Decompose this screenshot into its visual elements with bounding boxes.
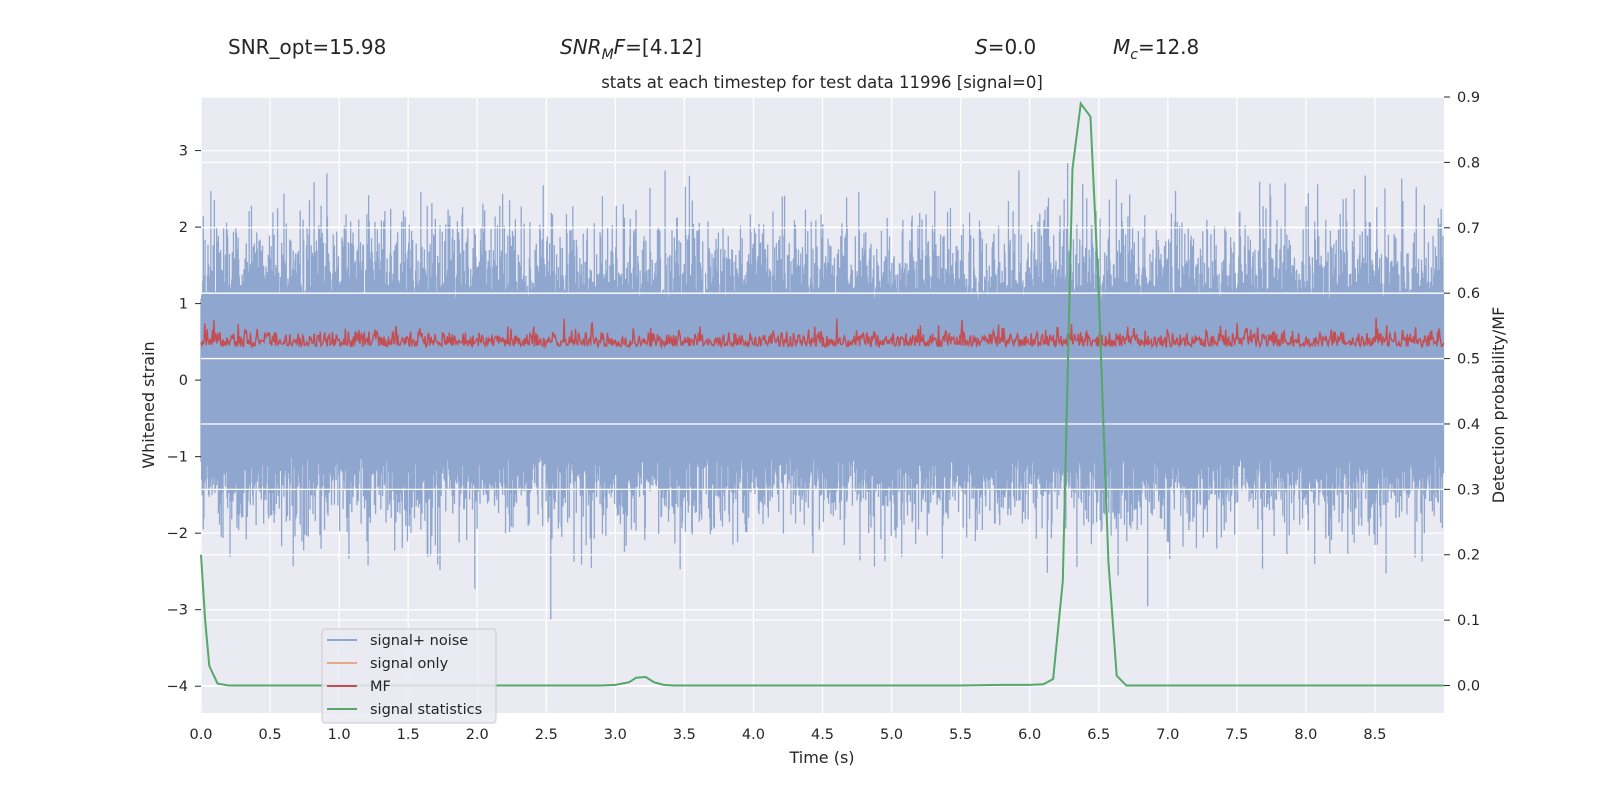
snr-mf-sub: M <box>602 47 614 63</box>
y-tick-label-left: −4 <box>167 679 188 695</box>
y-tick-label-right: 0.4 <box>1457 417 1480 433</box>
y-axis-label-left: Whitened strain <box>139 341 158 468</box>
y-tick-label-right: 0.0 <box>1457 679 1480 695</box>
y-tick-label-right: 0.5 <box>1457 352 1480 368</box>
legend-label-signal-statistics: signal statistics <box>370 702 482 718</box>
x-tick-label: 8.0 <box>1294 727 1317 743</box>
snr-mf-base: SNR <box>560 35 602 59</box>
y-tick-label-right: 0.6 <box>1457 286 1480 302</box>
chart-title: stats at each timestep for test data 119… <box>601 73 1043 92</box>
x-tick-label: 1.0 <box>328 727 351 743</box>
y-tick-label-right: 0.9 <box>1457 90 1480 106</box>
y-tick-label-left: 3 <box>179 144 188 160</box>
legend-box <box>321 628 497 724</box>
x-axis-label: Time (s) <box>788 748 854 767</box>
y-tick-label-left: 0 <box>179 373 188 389</box>
mc-sub: c <box>1130 47 1138 63</box>
x-tick-label: 6.0 <box>1018 727 1041 743</box>
s-symbol: S <box>975 35 988 59</box>
y-tick-label-right: 0.8 <box>1457 155 1480 171</box>
y-tick-label-right: 0.7 <box>1457 221 1480 237</box>
y-axis-ticks-right: 0.0 0.1 0.2 0.3 0.4 0.5 0.6 0.7 0.8 0.9 <box>1444 90 1480 695</box>
y-tick-label-left: −3 <box>167 603 188 619</box>
series-mf <box>200 96 1445 687</box>
x-tick-label: 8.5 <box>1363 727 1386 743</box>
x-axis-ticks: 0.0 0.5 1.0 1.5 2.0 2.5 3.0 3.5 4.0 4.5 5.0 5.5 6.0 6… <box>189 727 1386 743</box>
x-tick-label: 3.0 <box>604 727 627 743</box>
snr-opt-label: SNR_opt=15.98 <box>228 35 386 59</box>
legend: signal+ noise signal only MF signal stat… <box>321 628 497 724</box>
x-tick-label: 2.0 <box>466 727 489 743</box>
mc-value: =12.8 <box>1138 35 1199 59</box>
x-tick-label: 5.5 <box>949 727 972 743</box>
y-tick-label-right: 0.2 <box>1457 548 1480 564</box>
s-label: S=0.0 <box>975 35 1036 59</box>
snr-mf-f: F <box>614 35 626 59</box>
y-tick-label-left: −2 <box>167 526 188 542</box>
y-tick-label-left: −1 <box>167 450 188 466</box>
y-tick-label-right: 0.1 <box>1457 613 1480 629</box>
y-tick-label-left: 1 <box>179 297 188 313</box>
legend-label-signal-only: signal only <box>370 656 449 672</box>
x-tick-label: 0.5 <box>259 727 282 743</box>
x-tick-label: 7.5 <box>1225 727 1248 743</box>
mc-label: Mc=12.8 <box>1113 35 1199 63</box>
x-tick-label: 7.0 <box>1156 727 1179 743</box>
x-tick-label: 0.0 <box>189 727 212 743</box>
legend-label-signal-noise: signal+ noise <box>370 633 468 649</box>
mc-symbol: M <box>1113 35 1130 59</box>
y-axis-label-right: Detection probability/MF <box>1489 307 1508 504</box>
x-tick-label: 4.0 <box>742 727 765 743</box>
snr-mf-value: =[4.12] <box>625 35 702 59</box>
header-annotations: SNR_opt=15.98 SNRMF=[4.12] S=0.0 Mc=12.8 <box>228 35 1199 63</box>
x-tick-label: 1.5 <box>397 727 420 743</box>
y-axis-ticks-left: −4 −3 −2 −1 0 1 2 3 <box>167 144 201 695</box>
s-value: =0.0 <box>988 35 1037 59</box>
series-line-mf <box>200 317 1445 350</box>
snr-mf-label: SNRMF=[4.12] <box>560 35 702 63</box>
y-tick-label-right: 0.3 <box>1457 482 1480 498</box>
x-tick-label: 2.5 <box>535 727 558 743</box>
x-tick-label: 5.0 <box>880 727 903 743</box>
x-tick-label: 3.5 <box>673 727 696 743</box>
legend-label-mf: MF <box>370 679 391 695</box>
y-tick-label-left: 2 <box>179 220 188 236</box>
x-tick-label: 6.5 <box>1087 727 1110 743</box>
x-tick-label: 4.5 <box>811 727 834 743</box>
